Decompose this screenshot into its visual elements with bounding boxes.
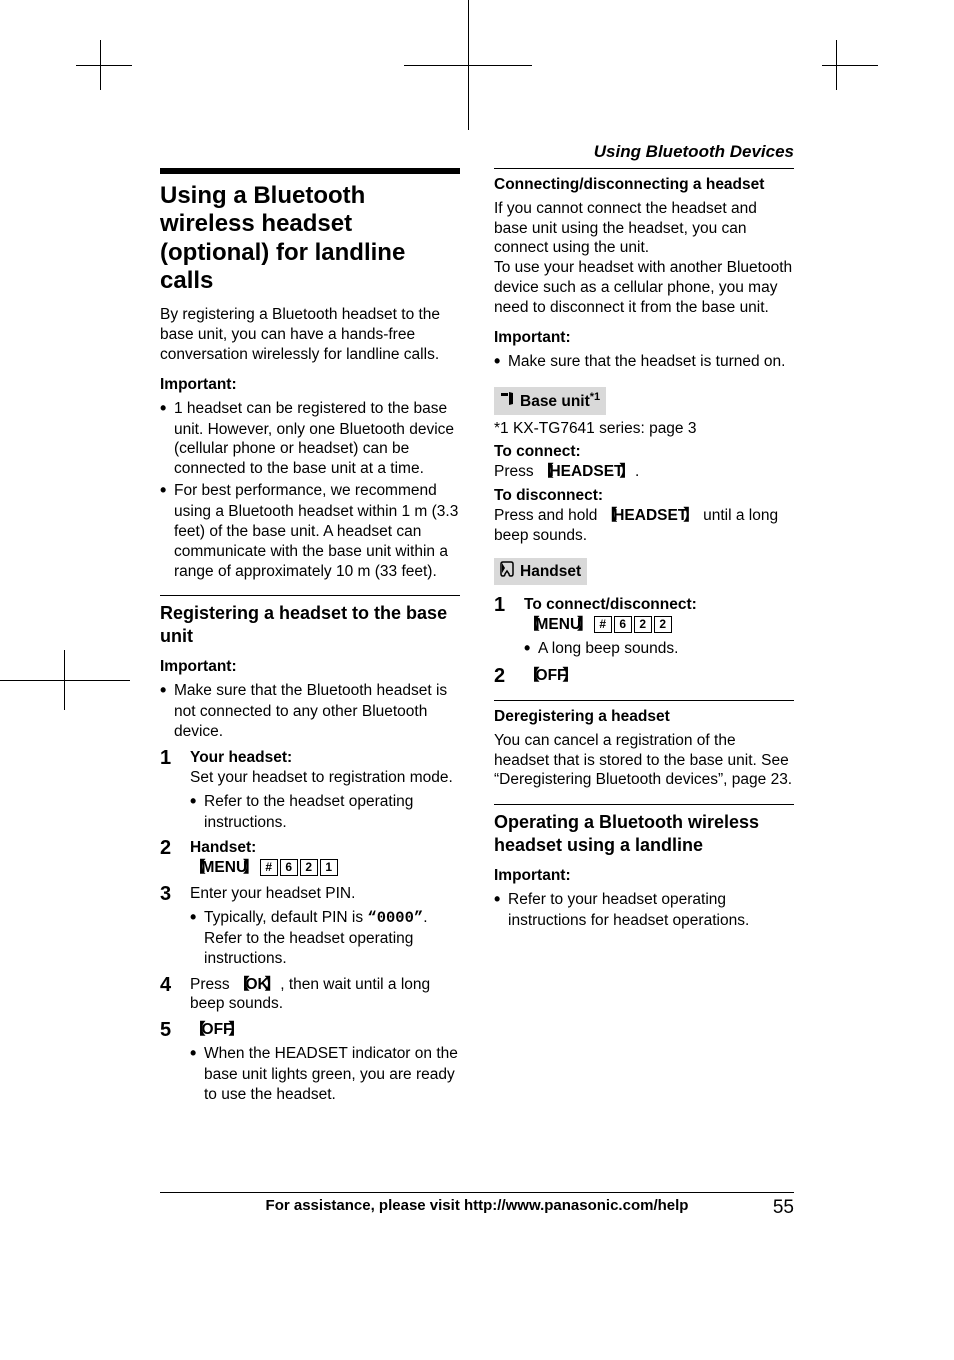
- keypad-key: 6: [614, 616, 632, 633]
- page-body: Using a Bluetooth wireless headset (opti…: [160, 168, 794, 1190]
- list-item: Make sure that the headset is turned on.: [508, 350, 794, 373]
- step-lead: Your headset:: [190, 749, 292, 766]
- heading-3-dereg: Deregistering a headset: [494, 700, 794, 727]
- keypad-key: 2: [634, 616, 652, 633]
- crop-mark: [64, 650, 65, 710]
- step-sub: A long beep sounds.: [538, 637, 794, 660]
- keypad-key: #: [260, 859, 278, 876]
- ok-button: OK: [234, 976, 280, 993]
- base-unit-section: Base unit*1 *1 KX-TG7641 series: page 3 …: [494, 379, 794, 546]
- step-4: Press OK, then wait until a long beep so…: [160, 975, 460, 1015]
- important-label: Important:: [160, 657, 460, 677]
- manual-page: Using Bluetooth Devices Using a Bluetoot…: [0, 0, 954, 1360]
- important-label: Important:: [494, 866, 794, 886]
- steps-handset: To connect/disconnect: MENU#622 A long b…: [494, 595, 794, 686]
- base-unit-tag: Base unit*1: [494, 387, 606, 415]
- connect-paragraph: If you cannot connect the headset and ba…: [494, 199, 794, 318]
- important-list: Make sure that the Bluetooth headset is …: [160, 679, 460, 742]
- list-item: For best performance, we recommend using…: [174, 479, 460, 581]
- off-button: OFF: [524, 667, 578, 684]
- list-item: Make sure that the Bluetooth headset is …: [174, 679, 460, 742]
- heading-3-connect: Connecting/disconnecting a headset: [494, 168, 794, 195]
- menu-button: MENU: [190, 859, 259, 876]
- step-lead: Handset:: [190, 839, 256, 856]
- page-number: 55: [773, 1197, 794, 1219]
- important-label: Important:: [160, 375, 460, 395]
- handset-icon: [498, 561, 514, 583]
- heading-2-register: Registering a headset to the base unit: [160, 595, 460, 647]
- pin-code: “0000”: [367, 909, 423, 927]
- step-1: Your headset: Set your headset to regist…: [160, 748, 460, 833]
- headset-button: HEADSET: [538, 463, 635, 480]
- keypad-key: 1: [320, 859, 338, 876]
- keypad-key: 6: [280, 859, 298, 876]
- intro-paragraph: By registering a Bluetooth headset to th…: [160, 305, 460, 364]
- step-sub: When the HEADSET indicator on the base u…: [204, 1042, 460, 1105]
- steps-register-cont: OFF When the HEADSET indicator on the ba…: [160, 1020, 460, 1105]
- step-2: OFF: [494, 666, 794, 686]
- footnote: *1 KX-TG7641 series: page 3: [494, 419, 794, 439]
- steps-register: Your headset: Set your headset to regist…: [160, 748, 460, 1014]
- step-body: Enter your headset PIN.: [190, 885, 355, 902]
- heading-2-operate: Operating a Bluetooth wireless headset u…: [494, 804, 794, 856]
- step-3: Enter your headset PIN. Typically, defau…: [160, 884, 460, 969]
- footnote-ref: *1: [590, 391, 600, 403]
- handset-section: Handset To connect/disconnect: MENU#622 …: [494, 550, 794, 686]
- to-connect-label: To connect:: [494, 443, 581, 460]
- step-lead: To connect/disconnect:: [524, 596, 697, 613]
- step-1: To connect/disconnect: MENU#622 A long b…: [494, 595, 794, 660]
- keypad-key: #: [594, 616, 612, 633]
- crop-mark: [822, 65, 878, 66]
- off-button: OFF: [190, 1021, 244, 1038]
- important-list: 1 headset can be registered to the base …: [160, 397, 460, 582]
- step-body: Set your headset to registration mode.: [190, 769, 453, 786]
- important-label: Important:: [494, 328, 794, 348]
- base-unit-icon: [498, 390, 514, 412]
- important-list: Refer to your headset operating instruct…: [494, 888, 794, 931]
- headset-button: HEADSET: [602, 507, 699, 524]
- keypad-key: 2: [300, 859, 318, 876]
- page-footer: For assistance, please visit http://www.…: [160, 1192, 794, 1214]
- menu-button: MENU: [524, 616, 593, 633]
- step-sub: Typically, default PIN is “0000”. Refer …: [204, 906, 460, 969]
- dereg-paragraph: You can cancel a registration of the hea…: [494, 731, 794, 790]
- list-item: Refer to your headset operating instruct…: [508, 888, 794, 931]
- list-item: 1 headset can be registered to the base …: [174, 397, 460, 480]
- step-5: OFF When the HEADSET indicator on the ba…: [160, 1020, 460, 1105]
- running-header: Using Bluetooth Devices: [594, 142, 794, 162]
- handset-tag: Handset: [494, 558, 587, 586]
- footer-text: For assistance, please visit http://www.…: [266, 1197, 689, 1214]
- keypad-key: 2: [654, 616, 672, 633]
- heading-1: Using a Bluetooth wireless headset (opti…: [160, 168, 460, 295]
- step-2: Handset: MENU#621: [160, 838, 460, 878]
- important-list: Make sure that the headset is turned on.: [494, 350, 794, 373]
- step-sub: Refer to the headset operating instructi…: [204, 790, 460, 833]
- to-disconnect-label: To disconnect:: [494, 487, 603, 504]
